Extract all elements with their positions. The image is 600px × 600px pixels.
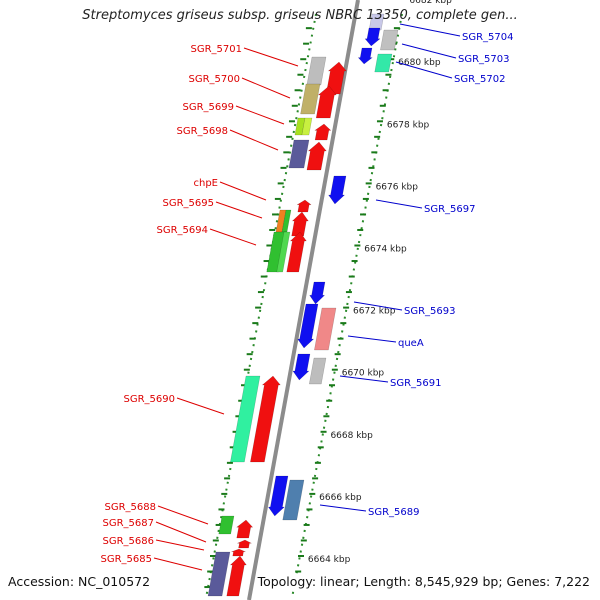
gene-arrow[interactable] (292, 353, 311, 381)
gene-arrow[interactable] (231, 548, 246, 557)
reverse-gene-label[interactable]: SGR_5691 (390, 378, 442, 389)
forward-leader-line (219, 181, 267, 201)
forward-gene-label[interactable]: SGR_5687 (103, 518, 155, 529)
forward-gene-label[interactable]: SGR_5694 (157, 225, 209, 236)
forward-gene-label[interactable]: SGR_5690 (124, 394, 176, 405)
gene-block[interactable] (301, 117, 313, 136)
reverse-gene-label[interactable]: SGR_5704 (462, 32, 514, 43)
reverse-gene-label[interactable]: SGR_5702 (454, 74, 506, 85)
scale-label: 6664 kbp (308, 555, 351, 565)
forward-leader-line (176, 397, 225, 415)
scale-label: 6674 kbp (364, 245, 407, 255)
forward-gene-label[interactable]: SGR_5695 (163, 198, 215, 209)
forward-gene-label[interactable]: SGR_5698 (177, 126, 229, 137)
gene-block[interactable] (230, 375, 261, 463)
gene-arrow[interactable] (267, 475, 289, 517)
reverse-leader-line (395, 61, 453, 79)
gene-arrow[interactable] (296, 199, 312, 213)
gene-labels: SGR_5701 SGR_5700 SGR_5699 SGR_5698 chpE SGR_… (101, 32, 514, 565)
forward-gene-label[interactable]: SGR_5685 (101, 554, 153, 565)
reverse-gene-label[interactable]: SGR_5689 (368, 507, 420, 518)
forward-gene-label[interactable]: SGR_5699 (183, 102, 235, 113)
reverse-leader-line (399, 23, 461, 37)
gene-shapes (207, 13, 399, 597)
forward-leader-line (241, 77, 291, 99)
topology-text: Topology: linear; Length: 8,545,929 bp; … (257, 574, 590, 589)
gene-arrow[interactable] (364, 27, 381, 47)
gene-arrow[interactable] (250, 375, 281, 463)
genome-backbone (247, 0, 360, 600)
gene-arrow[interactable] (314, 123, 332, 141)
reverse-leader-line (339, 375, 389, 383)
reverse-gene-label[interactable]: SGR_5693 (404, 306, 456, 317)
scale-label: 6666 kbp (319, 493, 362, 503)
gene-arrow[interactable] (328, 175, 347, 205)
forward-gene-label[interactable]: SGR_5686 (103, 536, 155, 547)
gene-arrow[interactable] (315, 85, 337, 119)
gene-block[interactable] (276, 231, 291, 273)
forward-leader-line (155, 521, 207, 543)
gene-arrow[interactable] (297, 303, 319, 349)
outer-dotted-track (291, 13, 403, 599)
forward-leader-line (229, 129, 279, 151)
inner-dotted-track (205, 13, 317, 599)
reverse-gene-label[interactable]: SGR_5697 (424, 204, 476, 215)
gene-arrow[interactable] (235, 519, 254, 539)
scale-label: 6678 kbp (387, 120, 430, 130)
scale-label: 6668 kbp (330, 431, 373, 441)
gene-arrow[interactable] (309, 281, 326, 305)
gene-block[interactable] (218, 515, 235, 535)
scale-label: 6672 kbp (353, 307, 396, 317)
gene-arrow[interactable] (357, 47, 373, 65)
gene-block[interactable] (282, 479, 305, 521)
forward-gene-label[interactable]: chpE (193, 178, 218, 189)
gene-block[interactable] (207, 551, 231, 597)
gene-arrow[interactable] (286, 231, 307, 273)
gene-block[interactable] (306, 56, 327, 86)
label-lines (153, 23, 461, 571)
forward-leader-line (215, 201, 263, 219)
scale-label: 6670 kbp (342, 369, 385, 379)
reverse-leader-line (375, 199, 423, 209)
forward-leader-line (209, 228, 257, 246)
scale-label: 6680 kbp (398, 58, 441, 68)
scale-label: 6676 kbp (376, 182, 419, 192)
gene-block[interactable] (300, 83, 321, 115)
reverse-leader-line (347, 335, 397, 343)
reverse-gene-label[interactable]: SGR_5703 (458, 54, 510, 65)
forward-leader-line (157, 505, 209, 525)
map-title: Streptomyces griseus subsp. griseus NBRC… (82, 8, 518, 23)
gene-block[interactable] (288, 139, 310, 169)
forward-leader-line (235, 105, 285, 125)
scale-ticks (204, 27, 400, 589)
gene-block[interactable] (314, 307, 337, 351)
gene-arrow[interactable] (226, 555, 247, 597)
gene-arrow[interactable] (306, 141, 327, 171)
forward-gene-label[interactable]: SGR_5700 (189, 74, 241, 85)
gene-block[interactable] (368, 13, 385, 31)
gene-block[interactable] (308, 357, 327, 385)
reverse-leader-line (401, 43, 457, 59)
reverse-leader-line (353, 301, 403, 311)
forward-leader-line (153, 557, 203, 571)
reverse-gene-label[interactable]: queA (398, 338, 424, 349)
scale-labels: 6682 kbp 6680 kbp 6678 kbp 6676 kbp 6674 kbp… (308, 0, 452, 565)
forward-gene-label[interactable]: SGR_5688 (105, 502, 157, 513)
reverse-leader-line (319, 504, 367, 512)
accession-text: Accession: NC_010572 (8, 574, 151, 589)
gene-arrow[interactable] (237, 539, 252, 549)
forward-gene-label[interactable]: SGR_5701 (191, 44, 243, 55)
gene-block[interactable] (380, 29, 399, 51)
forward-leader-line (243, 47, 299, 67)
forward-leader-line (155, 539, 205, 551)
gene-block[interactable] (374, 53, 393, 73)
scale-label: 6682 kbp (409, 0, 452, 6)
